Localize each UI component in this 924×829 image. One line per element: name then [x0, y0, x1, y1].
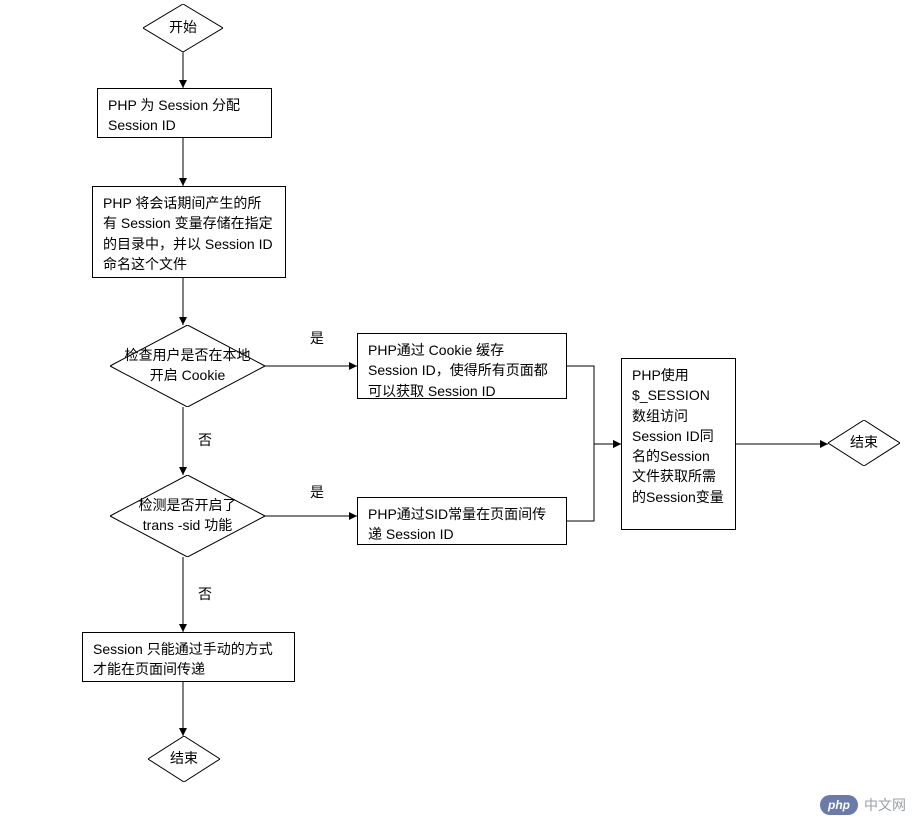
- process-session-array: PHP使用 $_SESSION 数组访问 Session ID同名的Sessio…: [621, 358, 736, 530]
- watermark: php 中文网: [820, 795, 906, 815]
- decision-trans-sid: 检测是否开启了 trans -sid 功能: [110, 475, 265, 557]
- start-node: 开始: [143, 4, 223, 52]
- edge-label: 否: [198, 430, 212, 450]
- watermark-text: 中文网: [864, 795, 906, 815]
- decision-cookie: 检查用户是否在本地开启 Cookie: [110, 325, 265, 407]
- process-allocate-session-id: PHP 为 Session 分配 Session ID: [97, 88, 272, 138]
- decision-trans-sid-label: 检测是否开启了 trans -sid 功能: [110, 475, 265, 557]
- edge-label: 是: [310, 482, 324, 502]
- start-label: 开始: [143, 4, 223, 52]
- end-bottom-label: 结束: [148, 736, 220, 782]
- end-right-label: 结束: [828, 420, 900, 466]
- process-cookie-cache: PHP通过 Cookie 缓存 Session ID，使得所有页面都可以获取 S…: [357, 333, 567, 399]
- process-manual-session: Session 只能通过手动的方式才能在页面间传递: [82, 632, 295, 682]
- process-store-session-vars: PHP 将会话期间产生的所有 Session 变量存储在指定的目录中，并以 Se…: [92, 186, 286, 278]
- flowchart-canvas: 开始 检查用户是否在本地开启 Cookie 检测是否开启了 trans -sid…: [0, 0, 924, 829]
- decision-cookie-label: 检查用户是否在本地开启 Cookie: [110, 325, 265, 407]
- process-sid-constant: PHP通过SID常量在页面间传递 Session ID: [357, 497, 567, 545]
- edge-label: 否: [198, 584, 212, 604]
- end-node-right: 结束: [828, 420, 900, 466]
- php-badge-icon: php: [820, 795, 858, 815]
- end-node-bottom: 结束: [148, 736, 220, 782]
- edge-label: 是: [310, 328, 324, 348]
